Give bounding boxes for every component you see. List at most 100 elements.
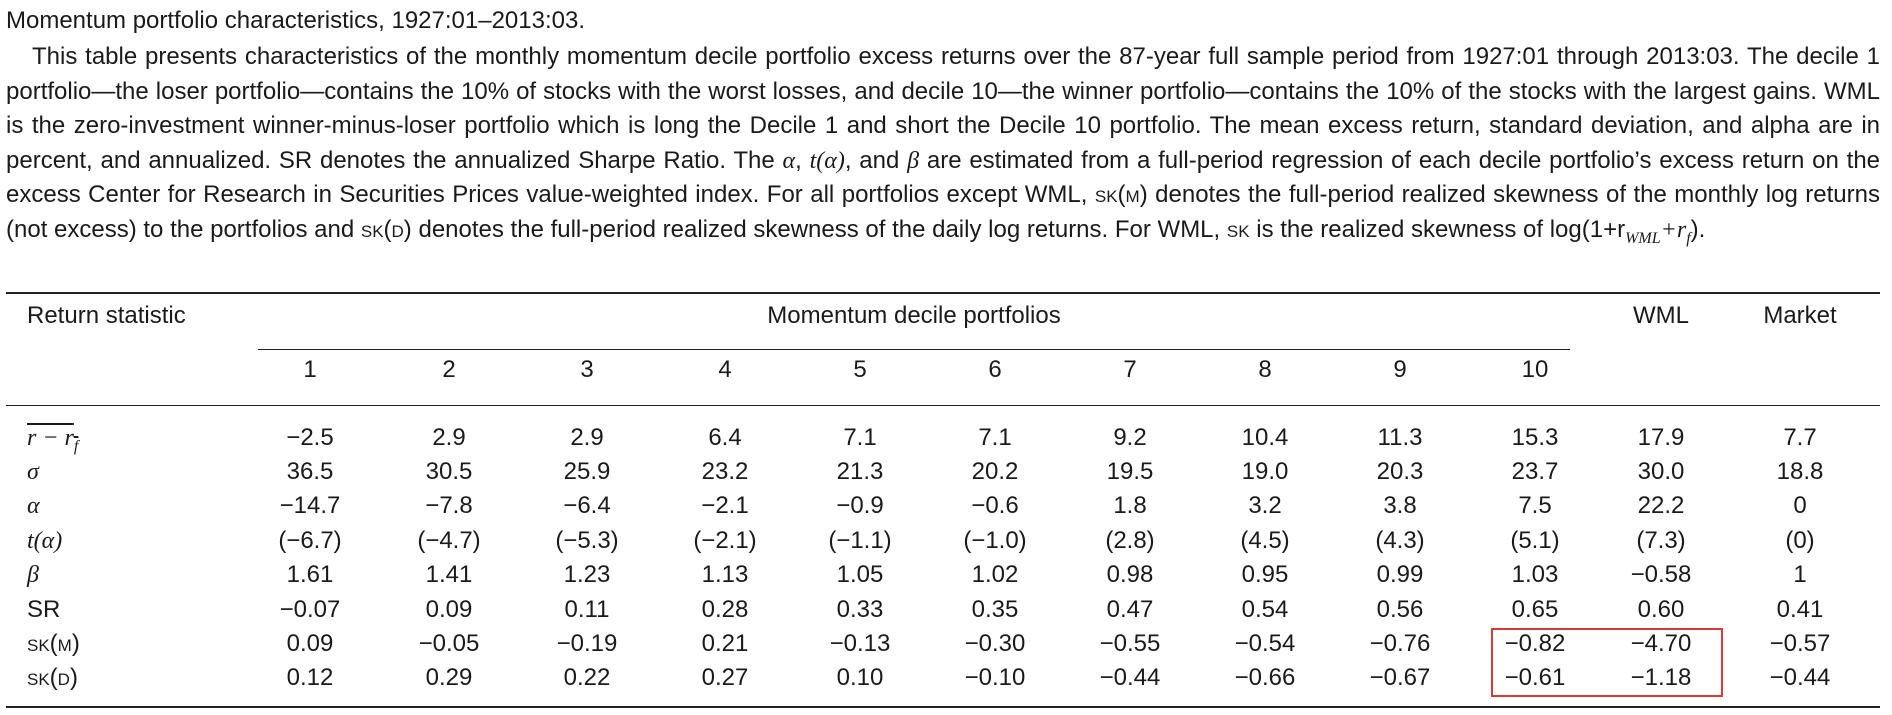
table-cell: (5.1): [1510, 527, 1560, 554]
caption-comma: ,: [795, 146, 810, 174]
table-cell: 6.4: [708, 424, 742, 451]
decile-header-1: 1: [303, 356, 317, 383]
table-cell: 1.03: [1511, 561, 1559, 588]
table-cell: 23.2: [701, 458, 749, 485]
log-expression: log(1+rWML+rf).: [1549, 215, 1706, 247]
table-cell: −14.7: [279, 492, 341, 519]
table-cell: 20.3: [1376, 458, 1424, 485]
table-cell: −0.58: [1630, 561, 1692, 588]
table-cell: −0.66: [1234, 664, 1296, 691]
table-cell: 0.10: [836, 664, 884, 691]
table-cell: −0.07: [279, 596, 341, 623]
table-cell: 0.09: [286, 630, 334, 657]
table-cell: (7.3): [1636, 527, 1686, 554]
table-cell: −0.9: [836, 492, 884, 519]
decile-header-3: 3: [580, 356, 594, 383]
table-cell: 30.5: [425, 458, 473, 485]
table-cell: (−2.1): [693, 527, 757, 554]
decile-header-2: 2: [442, 356, 456, 383]
decile-header-5: 5: [853, 356, 867, 383]
decile-header-4: 4: [718, 356, 732, 383]
caption-text-3: denotes the full-period realized skewnes…: [6, 181, 1880, 243]
table-cell: 0.11: [564, 596, 610, 623]
table-cell: 0.65: [1511, 596, 1559, 623]
table-cell: −0.30: [964, 630, 1026, 657]
table-cell: −2.5: [286, 424, 334, 451]
table-cell: 22.2: [1637, 492, 1685, 519]
skew-symbol: sk: [1226, 215, 1250, 243]
table-cell: 18.8: [1776, 458, 1824, 485]
decile-header-7: 7: [1123, 356, 1137, 383]
table-cell: 20.2: [971, 458, 1019, 485]
table-cell: 7.5: [1518, 492, 1552, 519]
row-label-sharpe-ratio: SR: [27, 596, 61, 623]
table-cell: 7.1: [843, 424, 877, 451]
header-market: Market: [1763, 302, 1837, 329]
header-momentum-decile-portfolios: Momentum decile portfolios: [767, 302, 1061, 329]
table-cell: 1.23: [563, 561, 611, 588]
table-cell: 7.7: [1783, 424, 1817, 451]
table-cell: −0.54: [1234, 630, 1296, 657]
table-cell: (4.5): [1240, 527, 1290, 554]
table-cell: 0.35: [971, 596, 1019, 623]
table-cell: 11.3: [1377, 424, 1423, 451]
table-cell: 3.2: [1248, 492, 1282, 519]
row-label-t-alpha: t(α): [27, 528, 63, 554]
caption-text-5: is the realized skewness of: [1249, 215, 1550, 243]
table-cell: −0.13: [829, 630, 891, 657]
table-cell: (2.8): [1105, 527, 1155, 554]
table-caption: This table presents characteristics of t…: [6, 40, 1880, 256]
row-label-alpha: α: [27, 493, 40, 519]
alpha-symbol: α: [782, 147, 796, 174]
table-cell: 1.05: [836, 561, 884, 588]
table-top-rule: [6, 292, 1880, 294]
table-cell: (0): [1785, 527, 1815, 554]
table-cell: (−4.7): [417, 527, 481, 554]
table-cell: 0.98: [1106, 561, 1154, 588]
table-cell: 25.9: [563, 458, 611, 485]
caption-text-1: This table presents characteristics of t…: [6, 43, 1880, 174]
table-title: Momentum portfolio characteristics, 1927…: [6, 7, 585, 34]
table-cell: 1.13: [701, 561, 749, 588]
table-cell: 30.0: [1637, 458, 1685, 485]
table-cell: 0.09: [425, 596, 473, 623]
table-cell: −0.10: [964, 664, 1026, 691]
skew-daily-symbol: sk(d): [360, 215, 412, 243]
table-cell: −0.44: [1099, 664, 1161, 691]
table-cell: −2.1: [701, 492, 749, 519]
table-cell: 0.12: [286, 664, 334, 691]
header-wml: WML: [1633, 302, 1689, 329]
decile-header-9: 9: [1393, 356, 1407, 383]
table-cell: 0.22: [563, 664, 611, 691]
table-cell: 3.8: [1383, 492, 1417, 519]
table-cell: −0.57: [1769, 630, 1831, 657]
table-cell: −0.44: [1769, 664, 1831, 691]
caption-text-2: are estimated from a full-period regress…: [6, 146, 1881, 209]
table-cell: 0.47: [1106, 596, 1154, 623]
table-cell: 0.41: [1776, 596, 1824, 623]
table-cell: −0.05: [418, 630, 480, 657]
row-label-skew-daily: sk(d): [27, 664, 78, 691]
table-cell: −6.4: [563, 492, 611, 519]
table-cell: 19.0: [1241, 458, 1289, 485]
table-cell: 0: [1793, 492, 1807, 519]
table-cell: 0.29: [425, 664, 473, 691]
table-cell: 2.9: [570, 424, 604, 451]
table-cell: 0.33: [836, 596, 884, 623]
table-cell: −0.6: [971, 492, 1019, 519]
table-cell: 0.21: [701, 630, 749, 657]
table-cell: 21.3: [836, 458, 884, 485]
table-cell: (−6.7): [278, 527, 342, 554]
row-label-sigma: σ: [27, 459, 39, 485]
table-cell: 0.56: [1376, 596, 1424, 623]
table-cell: −1.18: [1630, 664, 1692, 691]
beta-symbol: β: [907, 147, 920, 174]
table-cell: 2.9: [432, 424, 466, 451]
table-cell: 0.60: [1637, 596, 1685, 623]
table-cell: (4.3): [1375, 527, 1425, 554]
table-cell: 1.41: [425, 561, 473, 588]
table-cell: −0.82: [1504, 630, 1566, 657]
decile-header-6: 6: [988, 356, 1002, 383]
table-cell: 23.7: [1511, 458, 1559, 485]
table-cell: 0.28: [701, 596, 749, 623]
